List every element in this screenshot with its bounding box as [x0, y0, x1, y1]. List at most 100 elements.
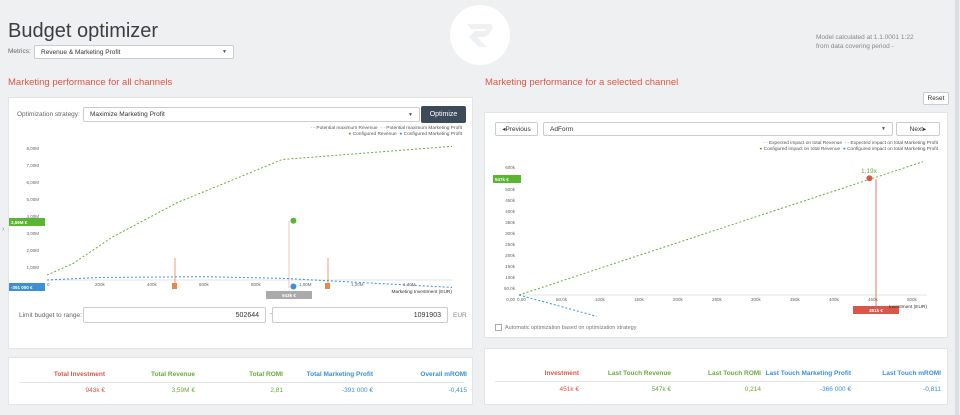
y-tick: 0,00 — [506, 297, 515, 302]
left-section-title: Marketing performance for all channels — [8, 77, 173, 88]
summary-header: Last Touch Revenue — [607, 370, 671, 377]
revenue-flag: 3,59M € — [9, 218, 45, 226]
x-tick: 800k — [251, 282, 261, 287]
next-button[interactable]: Next ▸ — [896, 122, 940, 136]
previous-label: Previous — [505, 125, 531, 133]
next-label: Next — [909, 125, 924, 133]
potential-profit-line — [46, 276, 453, 288]
previous-button[interactable]: ◂ Previous — [495, 122, 538, 136]
metrics-select-value: Revenue & Marketing Profit — [41, 48, 121, 56]
right-chart-panel: ◂ Previous AdForm ▼ Next ▸ - - Expected im… — [484, 112, 948, 338]
x-tick: 1,20M — [351, 282, 364, 287]
summary-header: Total ROMI — [249, 371, 283, 378]
strategy-select[interactable]: Maximize Marketing Profit ▼ — [83, 107, 420, 122]
y-tick: 1,00M — [26, 265, 39, 270]
page-title: Budget optimizer — [8, 20, 159, 42]
left-chart — [46, 145, 453, 290]
summary-value: 547k € — [651, 386, 671, 393]
legend-configured-profit: Configured Marketing Profit — [403, 132, 462, 137]
legend-configured-impact-revenue: Configured impact on total Revenue — [763, 147, 841, 152]
x-tick: 450k — [868, 297, 878, 302]
optimize-button[interactable]: Optimize — [421, 106, 466, 123]
chevron-down-icon: ▼ — [408, 111, 413, 118]
y-tick: 8,00M — [26, 146, 39, 151]
right-section-title: Marketing performance for a selected cha… — [485, 77, 679, 88]
model-info: Model calculated at 1.1.0001 1:22 from d… — [816, 33, 936, 51]
channel-select-value: AdForm — [550, 125, 574, 133]
expected-profit-line — [518, 294, 597, 317]
left-chart-panel: Optimization strategy: Maximize Marketin… — [8, 97, 473, 349]
strategy-label: Optimization strategy: — [17, 111, 80, 118]
caret-right-icon: ▸ — [923, 126, 927, 133]
summary-header: Last Touch ROMI — [708, 370, 761, 377]
y-tick: 300k — [505, 231, 515, 236]
y-tick: 600k — [505, 165, 515, 170]
auto-optimization[interactable]: Automatic optimization based on optimiza… — [495, 324, 636, 331]
x-tick: 400k — [147, 282, 157, 287]
x-tick: 350k — [790, 297, 800, 302]
configured-revenue-point — [866, 175, 873, 182]
x-tick: 500k — [907, 297, 917, 302]
x-tick: 200k — [673, 297, 683, 302]
range-dash: - — [270, 311, 272, 318]
y-tick: 50,0k — [503, 286, 515, 291]
y-tick: 5,00M — [26, 197, 39, 202]
summary-header: Last Touch mROMI — [882, 370, 941, 377]
x-tick: 200k — [95, 282, 105, 287]
y-tick: 450k — [505, 198, 515, 203]
summary-value: -0,415 — [448, 387, 467, 394]
legend-expected-revenue: Expected impact on total Revenue — [768, 141, 842, 146]
investment-flag: 943k € — [266, 291, 312, 299]
summary-header: Overall mROMI — [420, 371, 467, 378]
y-tick: 250k — [505, 242, 515, 247]
x-tick: 300k — [751, 297, 761, 302]
right-x-label: Investment (EUR) — [888, 305, 927, 310]
x-tick: 50,0k — [556, 297, 568, 302]
legend-potential-revenue: Potential maximum Revenue — [316, 126, 378, 131]
auto-optimization-checkbox[interactable] — [495, 324, 502, 331]
summary-header: Total Revenue — [151, 371, 195, 378]
x-tick: 1,40M — [403, 282, 416, 287]
reset-button[interactable]: Reset — [923, 92, 949, 105]
summary-header: Investment — [544, 370, 579, 377]
chevron-down-icon: ▼ — [881, 126, 886, 132]
y-tick: 6,00M — [26, 180, 39, 185]
range-max-input[interactable]: 1091903 — [272, 307, 448, 323]
x-tick: 250k — [712, 297, 722, 302]
configured-revenue-point — [290, 217, 297, 224]
x-tick: 1,00M — [299, 282, 312, 287]
range-max-handle[interactable] — [325, 283, 330, 289]
expand-chevron-icon[interactable]: › — [2, 226, 5, 233]
channel-select[interactable]: AdForm ▼ — [543, 122, 893, 136]
auto-optimization-label: Automatic optimization based on optimiza… — [505, 324, 637, 331]
summary-right-panel: Investment Last Touch Revenue Last Touch… — [484, 348, 948, 405]
page-scrollbar[interactable] — [955, 0, 959, 415]
left-x-label: Marketing Investment (EUR) — [391, 290, 452, 295]
legend-configured-impact-profit: Configured impact on total Marketing Pro… — [847, 147, 938, 152]
x-tick: 400k — [829, 297, 839, 302]
y-tick: 150k — [505, 264, 515, 269]
x-tick: 0,00 — [517, 297, 526, 302]
y-tick: 4,00M — [26, 214, 39, 219]
y-tick: 500k — [505, 187, 515, 192]
x-tick: 100k — [595, 297, 605, 302]
range-min-handle[interactable] — [172, 283, 177, 289]
legend-potential-profit: Potential maximum Marketing Profit — [386, 126, 462, 131]
summary-value: -391 000 € — [341, 387, 373, 394]
y-tick: 400k — [505, 209, 515, 214]
y-tick: 2,00M — [26, 248, 39, 253]
summary-header: Total Investment — [53, 371, 105, 378]
metrics-select[interactable]: Revenue & Marketing Profit ▼ — [34, 45, 234, 59]
channel-revenue-flag: 547k € — [493, 175, 521, 183]
range-min-input[interactable]: 502644 — [83, 307, 266, 323]
summary-value: 0,214 — [744, 386, 761, 393]
chevron-down-icon: ▼ — [222, 49, 227, 55]
summary-left-panel: Total Investment Total Revenue Total ROM… — [8, 357, 473, 405]
expected-revenue-line — [518, 161, 924, 296]
right-legend: - - Expected impact on total Revenue - -… — [759, 141, 938, 152]
left-legend: - - Potential maximum Revenue - - Potent… — [310, 126, 462, 137]
profit-flag: -391 000 € — [9, 283, 45, 291]
logo — [450, 5, 510, 65]
limit-label: Limit budget to range: — [19, 312, 82, 319]
summary-value: 451k € — [559, 386, 579, 393]
